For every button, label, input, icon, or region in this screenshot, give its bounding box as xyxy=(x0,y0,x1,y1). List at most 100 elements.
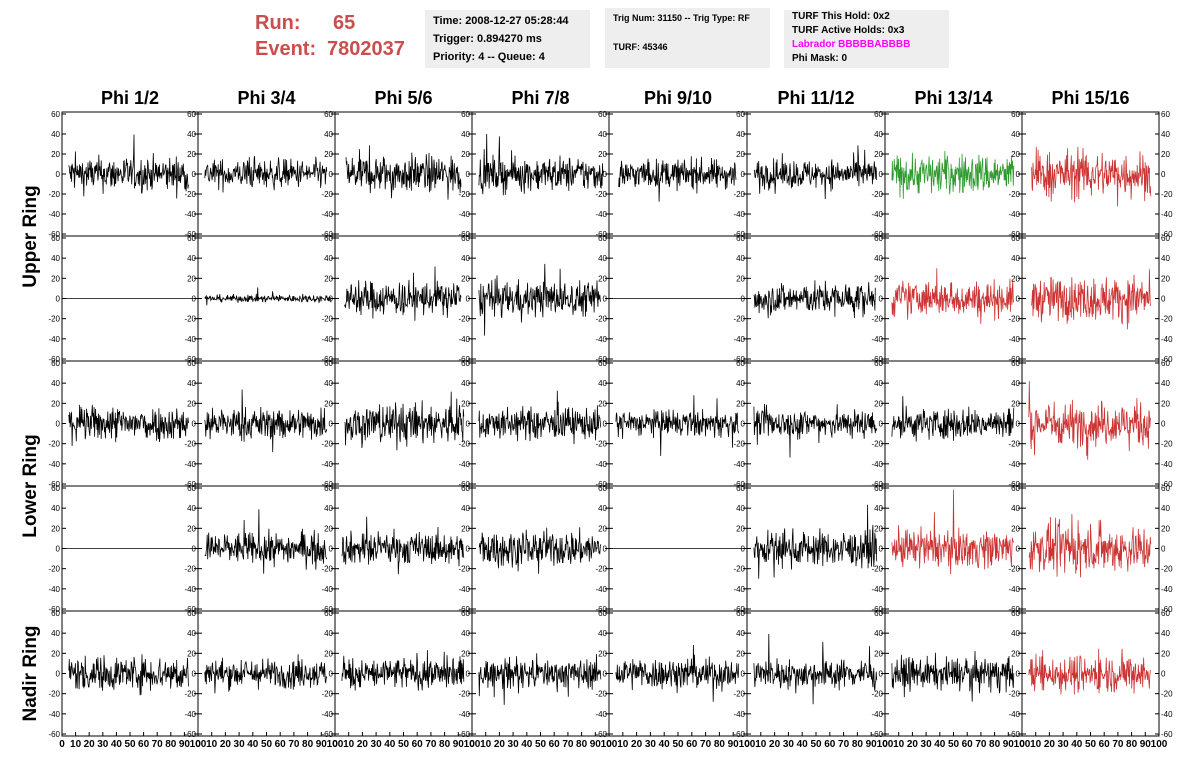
y-tick-label: 40 xyxy=(736,130,745,139)
y-tick-label: 0 xyxy=(466,545,471,554)
x-tick-label: 90 xyxy=(179,739,191,750)
turf-active-text: TURF Active Holds: 0x3 xyxy=(792,25,905,36)
y-tick-label: -60 xyxy=(595,730,607,739)
y-tick-label: -60 xyxy=(48,480,60,489)
waveform-trace xyxy=(68,654,189,696)
x-tick-label: 60 xyxy=(412,739,424,750)
y-tick-label: 0 xyxy=(329,420,334,429)
x-tick-label: 90 xyxy=(590,739,602,750)
x-tick-label: 90 xyxy=(1003,739,1015,750)
waveform-trace xyxy=(478,527,602,574)
x-tick-label: 100 xyxy=(739,739,756,750)
waveform-trace xyxy=(1028,513,1152,578)
x-tick-label: 70 xyxy=(562,739,574,750)
y-tick-label: -60 xyxy=(48,605,60,614)
x-tick-label: 10 xyxy=(1030,739,1042,750)
y-tick-label: 0 xyxy=(192,670,197,679)
y-tick-label: 60 xyxy=(598,234,607,243)
y-tick-label: 0 xyxy=(329,670,334,679)
y-tick-label: -60 xyxy=(871,230,883,239)
y-tick-label: -40 xyxy=(595,585,607,594)
y-tick-label: 0 xyxy=(1016,170,1021,179)
y-tick-label: -20 xyxy=(871,690,883,699)
y-tick-label: 40 xyxy=(874,379,883,388)
y-tick-label: 20 xyxy=(736,649,745,658)
x-tick-label: 50 xyxy=(810,739,822,750)
y-tick-label: -40 xyxy=(458,335,470,344)
y-tick-label: -40 xyxy=(48,335,60,344)
y-tick-label: 20 xyxy=(324,649,333,658)
y-tick-label: 20 xyxy=(187,274,196,283)
y-tick-label: 0 xyxy=(879,170,884,179)
y-tick-label: 60 xyxy=(1161,609,1170,618)
y-tick-label: 20 xyxy=(51,150,60,159)
y-tick-label: 20 xyxy=(461,399,470,408)
x-tick-label: 20 xyxy=(357,739,369,750)
y-tick-label: -60 xyxy=(458,480,470,489)
y-tick-label: -60 xyxy=(1008,480,1020,489)
x-tick-label: 80 xyxy=(989,739,1001,750)
y-tick-label: 0 xyxy=(603,420,608,429)
x-tick-label: 80 xyxy=(439,739,451,750)
y-tick-label: 20 xyxy=(461,150,470,159)
y-tick-label: -60 xyxy=(184,355,196,364)
y-tick-label: -40 xyxy=(321,460,333,469)
y-tick-label: 60 xyxy=(324,484,333,493)
waveform-trace xyxy=(753,280,876,319)
y-tick-label: 20 xyxy=(874,274,883,283)
turf-info-box: TURF This Hold: 0x2 TURF Active Holds: 0… xyxy=(784,10,949,68)
y-tick-label: 20 xyxy=(874,150,883,159)
x-tick-label: 90 xyxy=(866,739,878,750)
x-tick-label: 60 xyxy=(686,739,698,750)
y-tick-label: 20 xyxy=(51,274,60,283)
run-label: Run: xyxy=(255,12,301,34)
column-title: Phi 13/14 xyxy=(914,88,992,108)
y-tick-label: 20 xyxy=(1161,524,1170,533)
y-tick-label: 60 xyxy=(51,110,60,119)
y-tick-label: 0 xyxy=(1161,670,1166,679)
y-tick-label: 60 xyxy=(874,110,883,119)
waveform-trace xyxy=(341,516,465,575)
y-tick-label: -60 xyxy=(1161,355,1173,364)
y-tick-label: -40 xyxy=(733,460,745,469)
y-tick-label: -40 xyxy=(48,460,60,469)
y-tick-label: 20 xyxy=(1161,399,1170,408)
x-tick-label: 60 xyxy=(1099,739,1111,750)
y-tick-label: 0 xyxy=(329,295,334,304)
x-tick-label: 30 xyxy=(234,739,246,750)
y-tick-label: -40 xyxy=(1161,585,1173,594)
y-tick-label: -40 xyxy=(733,335,745,344)
waveform-trace xyxy=(891,650,1015,702)
y-tick-label: 0 xyxy=(1161,420,1166,429)
y-tick-label: 40 xyxy=(187,254,196,263)
y-tick-label: -20 xyxy=(458,690,470,699)
x-tick-label: 100 xyxy=(327,739,344,750)
turf-hold-text: TURF This Hold: 0x2 xyxy=(792,11,890,22)
x-tick-label: 50 xyxy=(398,739,410,750)
y-tick-label: -60 xyxy=(733,730,745,739)
x-tick-label: 0 xyxy=(744,739,750,750)
y-tick-label: 0 xyxy=(192,420,197,429)
y-tick-label: 40 xyxy=(324,629,333,638)
waveform-trace xyxy=(478,653,602,705)
y-tick-label: -20 xyxy=(321,315,333,324)
x-tick-label: 70 xyxy=(152,739,164,750)
y-tick-label: 40 xyxy=(324,130,333,139)
y-tick-label: 20 xyxy=(461,274,470,283)
y-tick-label: -20 xyxy=(595,565,607,574)
waveform-trace xyxy=(1031,146,1152,207)
y-tick-label: -20 xyxy=(1161,565,1173,574)
y-tick-label: 40 xyxy=(324,379,333,388)
y-tick-label: 20 xyxy=(736,524,745,533)
y-tick-label: 0 xyxy=(879,545,884,554)
x-tick-label: 80 xyxy=(165,739,177,750)
waveform-trace xyxy=(891,396,1015,442)
y-tick-label: 60 xyxy=(461,110,470,119)
y-tick-label: -20 xyxy=(458,440,470,449)
y-tick-label: 20 xyxy=(187,649,196,658)
y-tick-label: 60 xyxy=(874,484,883,493)
y-tick-label: -20 xyxy=(595,690,607,699)
y-tick-label: -60 xyxy=(458,605,470,614)
y-tick-label: 0 xyxy=(192,170,197,179)
waveform-trace xyxy=(891,489,1015,575)
